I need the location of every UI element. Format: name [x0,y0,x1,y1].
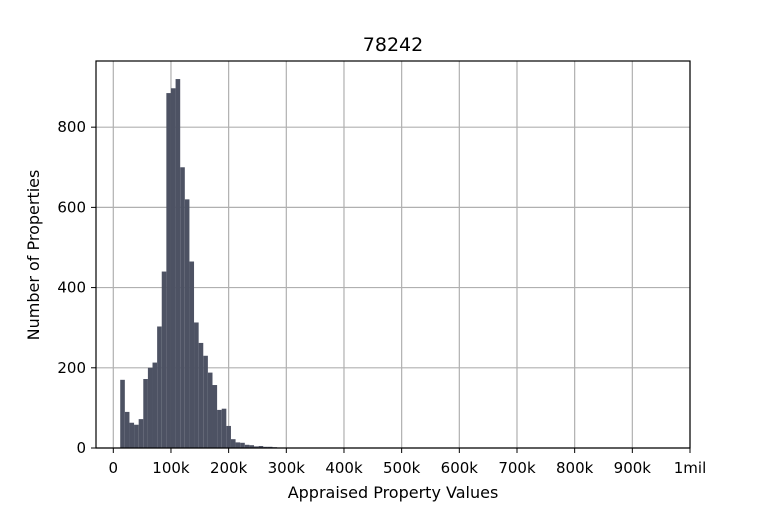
histogram-bar [203,355,208,448]
histogram-bar [184,199,190,448]
x-tick-label: 0 [109,459,119,477]
plot-frame [95,60,691,449]
x-tick-label: 200k [210,459,248,477]
histogram-bar [180,167,185,449]
x-tick-label: 400k [325,459,363,477]
x-tick-label: 600k [441,459,479,477]
y-tick-label: 600 [57,198,86,216]
y-tick-label: 800 [57,118,86,136]
x-tick-label: 900k [614,459,652,477]
histogram-bar [254,446,259,448]
histogram-bar [129,422,135,448]
histogram-bar [147,367,153,448]
histogram-bar [240,442,245,448]
x-tick-label: 300k [268,459,306,477]
histogram-bar [267,446,273,448]
x-tick-label: 1mil [674,459,707,477]
histogram-bar [244,444,250,448]
histogram-bar [217,409,222,448]
histogram-bar [175,79,181,448]
histogram-bar [152,362,158,448]
histogram-bars [120,79,287,449]
histogram-bar [134,424,139,448]
y-tick-label: 0 [76,439,86,457]
histogram-bar [124,411,130,448]
histogram-bar [194,322,199,448]
x-tick-label: 800k [556,459,594,477]
histogram-bar [198,342,204,448]
histogram-bar [230,439,236,448]
histogram-bar [226,425,231,448]
y-tick-label: 200 [57,359,86,377]
histogram-bar [235,442,241,448]
histogram-bar [138,419,144,448]
histogram-bar [143,379,148,448]
y-tick-label: 400 [57,279,86,297]
histogram-bar [207,372,213,448]
histogram-bar [170,88,176,448]
y-axis-label: Number of Properties [24,170,43,341]
x-tick-label: 700k [498,459,536,477]
histogram-bar [249,445,255,448]
histogram-bar [157,326,162,448]
chart-title: 78242 [363,34,423,56]
histogram-bar [189,261,195,448]
histogram-bar [161,271,167,448]
histogram-bar [212,385,218,448]
histogram-bar [263,446,268,448]
x-tick-label: 500k [383,459,421,477]
histogram-bar [221,408,227,448]
x-tick-label: 100k [152,459,190,477]
x-axis-ticks: 0 100k 200k 300k 400k 500k 600k 700k 800k 900k 1mi… [109,448,707,477]
y-axis-ticks: 0 200 400 600 800 [57,118,96,457]
x-axis-label: Appraised Property Values [288,483,499,502]
histogram-bar [166,93,171,449]
histogram-bar [120,379,125,448]
histogram-bar [258,445,264,448]
